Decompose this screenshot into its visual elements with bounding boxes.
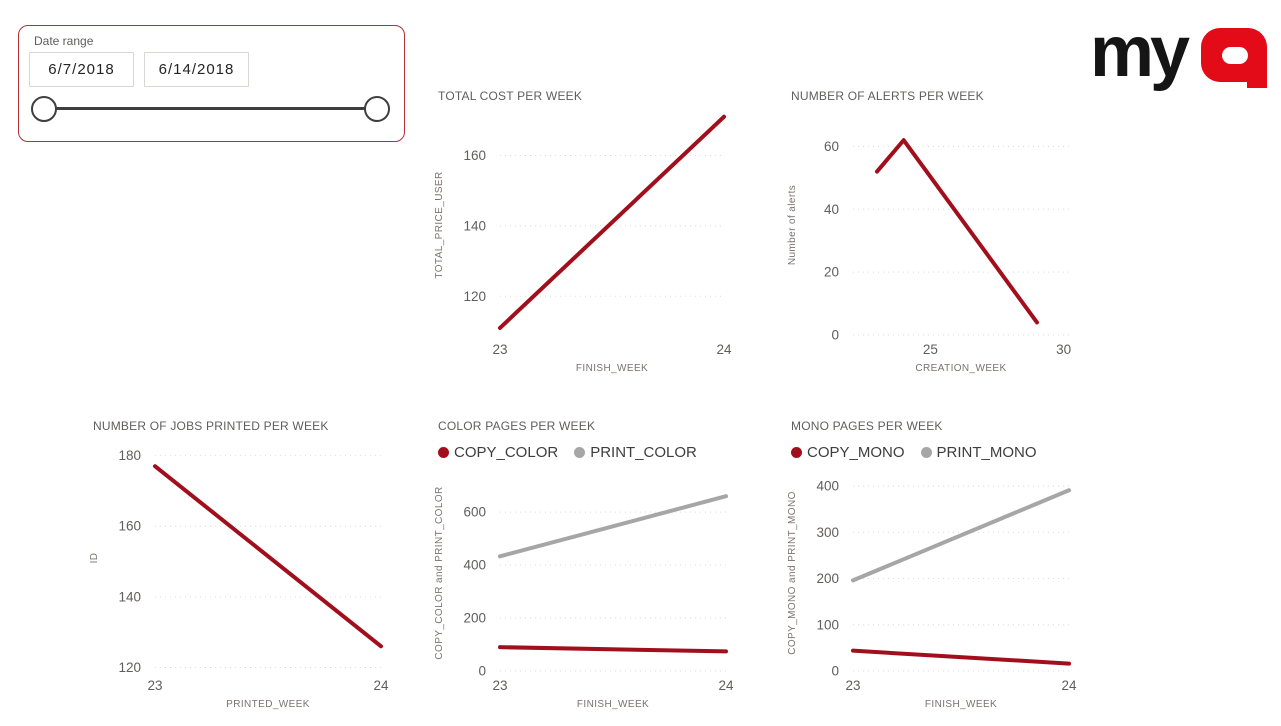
legend-item[interactable]: COPY_COLOR — [438, 444, 558, 461]
legend-label: COPY_COLOR — [454, 443, 559, 461]
y-axis-title: ID — [89, 553, 100, 564]
y-tick-label: 600 — [463, 505, 486, 520]
series-line-ID — [153, 464, 383, 649]
x-axis-title: FINISH_WEEK — [576, 363, 648, 374]
y-tick-label: 200 — [816, 571, 839, 586]
chart-total-cost-per-week[interactable]: TOTAL COST PER WEEK 120 140 160 23 24 FINISH_… — [430, 85, 740, 377]
chart-legend: COPY_MONO PRINT_MONO — [783, 437, 1085, 467]
legend-label: PRINT_COLOR — [590, 443, 697, 461]
x-tick-label: 24 — [718, 678, 734, 693]
y-tick-label: 60 — [824, 139, 839, 154]
x-tick-label: 30 — [1056, 342, 1071, 357]
x-tick-label: 23 — [492, 678, 507, 693]
chart-number-of-alerts-per-week[interactable]: NUMBER OF ALERTS PER WEEK 0 20 40 60 25 30 CRE… — [783, 85, 1085, 377]
y-tick-label: 0 — [831, 328, 839, 343]
chart-plot-area: 0 100 200 300 400 23 24 FINISH_WEEK COPY_MONO an… — [783, 467, 1085, 713]
chart-canvas: 120 140 160 180 23 24 PRINTED_WEEK ID — [89, 448, 389, 710]
chart-plot-area: 120 140 160 180 23 24 PRINTED_WEEK ID — [85, 437, 397, 713]
chart-legend: COPY_COLOR PRINT_COLOR — [430, 437, 742, 467]
x-axis-title: FINISH_WEEK — [925, 699, 997, 710]
chart-mono-pages-per-week[interactable]: MONO PAGES PER WEEK COPY_MONO PRINT_MONO … — [783, 415, 1085, 713]
x-tick-label: 24 — [373, 678, 389, 693]
legend-label: PRINT_MONO — [936, 443, 1037, 461]
x-tick-label: 24 — [716, 342, 732, 357]
chart-number-of-jobs-printed-per-week[interactable]: NUMBER OF JOBS PRINTED PER WEEK 120 140 16… — [85, 415, 397, 713]
slider-handle-end[interactable] — [364, 96, 390, 122]
logo-my-text: my — [1093, 18, 1190, 92]
date-range-slicer[interactable]: Date range 6/7/2018 6/14/2018 — [18, 25, 405, 142]
chart-plot-area: 0 200 400 600 23 24 FINISH_WEEK COPY_COLOR and … — [430, 467, 742, 713]
y-axis-title: Number of alerts — [787, 185, 798, 265]
chart-title: COLOR PAGES PER WEEK — [438, 419, 596, 433]
chart-canvas: 0 100 200 300 400 23 24 FINISH_WEEK COPY_MONO an… — [787, 479, 1077, 710]
chart-plot-area: 0 20 40 60 25 30 CREATION_WEEK Number of alerts — [783, 107, 1085, 377]
y-tick-label: 400 — [463, 558, 486, 573]
x-tick-label: 25 — [923, 342, 938, 357]
chart-canvas: 0 20 40 60 25 30 CREATION_WEEK Number of alerts — [787, 138, 1071, 374]
y-axis-title: COPY_COLOR and PRINT_COLOR — [434, 486, 445, 659]
y-tick-label: 300 — [816, 525, 839, 540]
x-tick-label: 23 — [492, 342, 507, 357]
x-tick-label: 23 — [845, 678, 860, 693]
chart-plot-area: 120 140 160 23 24 FINISH_WEEK TOTAL_PRICE_USER — [430, 107, 740, 377]
series-line-TOTAL_PRICE_USER — [498, 114, 726, 330]
chart-title: TOTAL COST PER WEEK — [438, 89, 583, 103]
series-line-Number of alerts — [875, 138, 1039, 325]
series-line-PRINT_MONO — [851, 488, 1071, 583]
legend-item[interactable]: COPY_MONO — [791, 444, 905, 461]
y-tick-label: 140 — [118, 589, 141, 604]
myq-logo-svg: my — [1090, 12, 1267, 92]
chart-title: MONO PAGES PER WEEK — [791, 419, 943, 433]
legend-dot-icon — [438, 446, 449, 458]
myq-logo: my — [1090, 12, 1270, 96]
series-line-PRINT_COLOR — [498, 494, 728, 559]
legend-item[interactable]: PRINT_COLOR — [574, 444, 697, 461]
series-line-COPY_COLOR — [498, 645, 728, 654]
chart-canvas: 0 200 400 600 23 24 FINISH_WEEK COPY_COLOR and … — [434, 486, 734, 710]
legend-dot-icon — [920, 446, 932, 458]
start-date-input[interactable]: 6/7/2018 — [29, 52, 134, 87]
x-axis-title: PRINTED_WEEK — [226, 699, 310, 710]
y-axis-title: COPY_MONO and PRINT_MONO — [787, 491, 798, 655]
legend-dot-icon — [791, 446, 802, 458]
slider-track[interactable] — [45, 107, 374, 110]
y-tick-label: 0 — [478, 664, 486, 679]
y-tick-label: 200 — [463, 611, 486, 626]
chart-title: NUMBER OF JOBS PRINTED PER WEEK — [93, 419, 329, 433]
x-axis-title: FINISH_WEEK — [577, 699, 649, 710]
slicer-label: Date range — [34, 34, 94, 48]
legend-item[interactable]: PRINT_MONO — [920, 443, 1037, 461]
x-tick-label: 24 — [1061, 678, 1077, 693]
y-tick-label: 100 — [816, 617, 839, 632]
y-tick-label: 0 — [831, 664, 839, 679]
legend-dot-icon — [574, 446, 586, 458]
y-tick-label: 180 — [118, 448, 141, 463]
end-date-input[interactable]: 6/14/2018 — [144, 52, 249, 87]
y-tick-label: 20 — [824, 265, 839, 280]
slider-handle-start[interactable] — [31, 96, 57, 122]
y-tick-label: 120 — [118, 660, 141, 675]
legend-label: COPY_MONO — [807, 443, 905, 461]
y-tick-label: 120 — [463, 289, 486, 304]
x-axis-title: CREATION_WEEK — [915, 363, 1006, 374]
x-tick-label: 23 — [147, 678, 162, 693]
logo-q-glyph — [1201, 28, 1267, 88]
chart-canvas: 120 140 160 23 24 FINISH_WEEK TOTAL_PRICE_USER — [434, 114, 732, 374]
y-tick-label: 400 — [816, 479, 839, 494]
chart-title: NUMBER OF ALERTS PER WEEK — [791, 89, 984, 103]
y-tick-label: 140 — [463, 218, 486, 233]
chart-color-pages-per-week[interactable]: COLOR PAGES PER WEEK COPY_COLOR PRINT_COL… — [430, 415, 742, 713]
y-tick-label: 160 — [118, 519, 141, 534]
y-tick-label: 160 — [463, 148, 486, 163]
series-line-COPY_MONO — [851, 648, 1071, 666]
y-axis-title: TOTAL_PRICE_USER — [434, 171, 445, 278]
y-tick-label: 40 — [824, 202, 839, 217]
